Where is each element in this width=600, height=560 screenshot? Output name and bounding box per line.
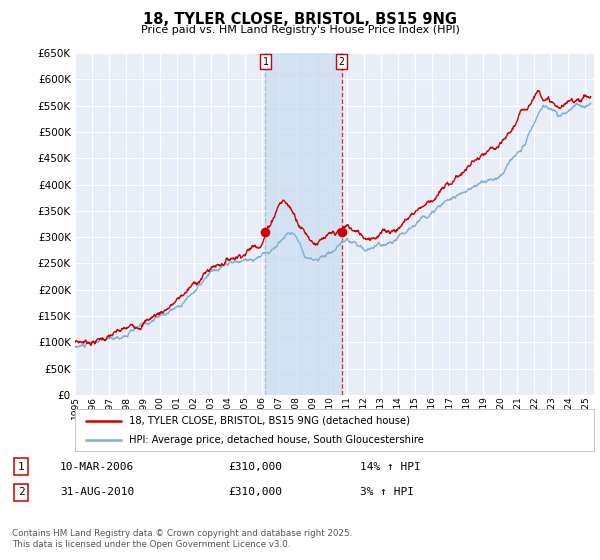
Text: £310,000: £310,000 <box>228 487 282 497</box>
Text: 1: 1 <box>262 57 268 67</box>
Text: 18, TYLER CLOSE, BRISTOL, BS15 9NG: 18, TYLER CLOSE, BRISTOL, BS15 9NG <box>143 12 457 27</box>
Text: 18, TYLER CLOSE, BRISTOL, BS15 9NG (detached house): 18, TYLER CLOSE, BRISTOL, BS15 9NG (deta… <box>130 416 410 426</box>
Text: 3% ↑ HPI: 3% ↑ HPI <box>360 487 414 497</box>
Text: 14% ↑ HPI: 14% ↑ HPI <box>360 461 421 472</box>
Text: Price paid vs. HM Land Registry's House Price Index (HPI): Price paid vs. HM Land Registry's House … <box>140 25 460 35</box>
Text: £310,000: £310,000 <box>228 461 282 472</box>
Text: 2: 2 <box>17 487 25 497</box>
Text: 2: 2 <box>339 57 344 67</box>
Text: 10-MAR-2006: 10-MAR-2006 <box>60 461 134 472</box>
Text: 31-AUG-2010: 31-AUG-2010 <box>60 487 134 497</box>
Text: 1: 1 <box>17 461 25 472</box>
Text: HPI: Average price, detached house, South Gloucestershire: HPI: Average price, detached house, Sout… <box>130 435 424 445</box>
Text: Contains HM Land Registry data © Crown copyright and database right 2025.
This d: Contains HM Land Registry data © Crown c… <box>12 529 352 549</box>
Bar <box>265 53 341 395</box>
